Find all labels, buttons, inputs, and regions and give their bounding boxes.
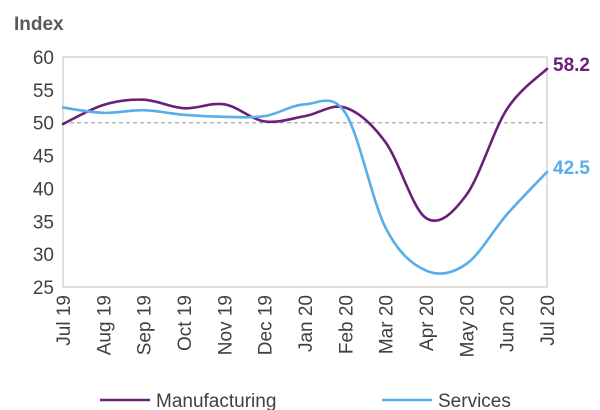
x-tick-label: Sep 19 xyxy=(135,295,156,355)
end-value-label-manufacturing: 58.2 xyxy=(553,55,590,76)
plot-border xyxy=(62,56,548,288)
plot-area xyxy=(62,56,548,288)
x-tick-label: Mar 20 xyxy=(377,295,398,354)
series-lines xyxy=(61,67,549,275)
series-line-manufacturing xyxy=(61,67,549,222)
end-value-label-services: 42.5 xyxy=(553,158,590,179)
legend: Manufacturing Services xyxy=(100,391,511,410)
y-tick-label: 30 xyxy=(33,245,54,266)
series-line-services xyxy=(61,99,549,275)
x-tick-label: Dec 19 xyxy=(256,295,277,355)
x-tick-label: Feb 20 xyxy=(336,295,357,354)
x-axis-ticks: Jul 19 Aug 19 Sep 19 Oct 19 Nov 19 Dec 19 Jan … xyxy=(54,295,559,357)
x-tick-label: Jun 20 xyxy=(498,295,519,352)
x-tick-label: Oct 19 xyxy=(175,295,196,351)
y-axis-label: Index xyxy=(14,14,64,35)
legend-label-services: Services xyxy=(438,391,511,410)
y-tick-label: 60 xyxy=(33,48,54,69)
x-tick-label: Aug 19 xyxy=(94,295,115,355)
legend-label-manufacturing: Manufacturing xyxy=(156,391,276,410)
y-tick-label: 55 xyxy=(33,81,54,102)
x-tick-label: Jul 19 xyxy=(54,295,75,346)
y-tick-label: 50 xyxy=(33,114,54,135)
x-tick-label: May 20 xyxy=(457,295,478,357)
x-tick-label: Apr 20 xyxy=(417,295,438,351)
x-tick-label: Jan 20 xyxy=(296,295,317,352)
y-axis-ticks: 25 30 35 40 45 50 55 60 xyxy=(33,48,54,299)
y-tick-label: 35 xyxy=(33,212,54,233)
y-tick-label: 45 xyxy=(33,147,54,168)
y-tick-label: 40 xyxy=(33,179,54,200)
y-tick-label: 25 xyxy=(33,278,54,299)
x-tick-label: Nov 19 xyxy=(215,295,236,355)
x-tick-label: Jul 20 xyxy=(538,295,559,346)
end-labels: 58.2 42.5 xyxy=(553,55,590,179)
